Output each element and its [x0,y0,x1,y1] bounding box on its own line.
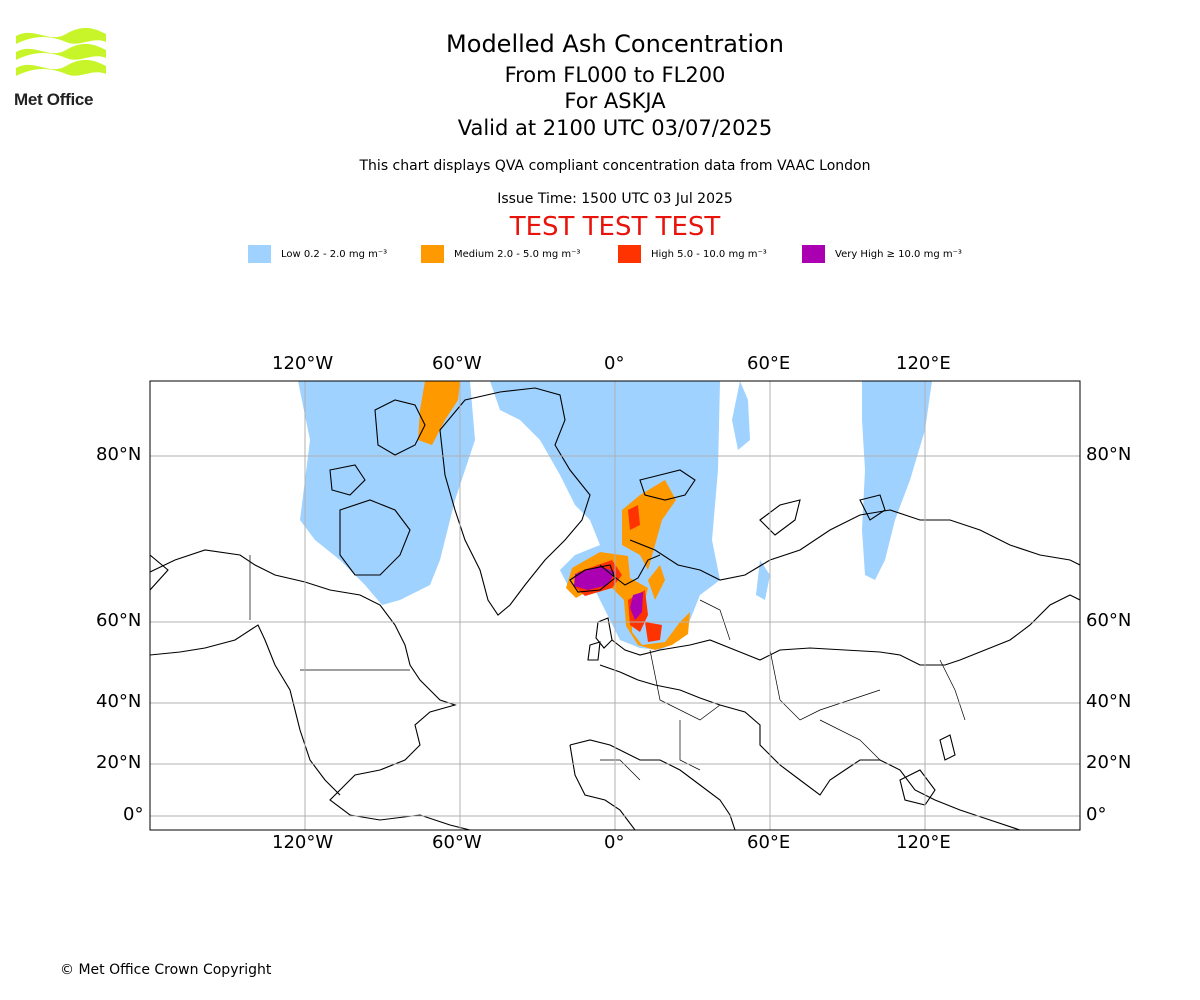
lat-tick-left: 40°N [96,691,142,712]
legend-swatch-high [618,245,641,263]
met-office-logo-text: Met Office [14,90,94,109]
valid-time: Valid at 2100 UTC 03/07/2025 [457,116,773,140]
lon-tick-bottom: 60°E [747,832,791,853]
lat-tick-right: 60°N [1086,610,1132,631]
lat-tick-left: 80°N [96,444,142,465]
lon-tick-bottom: 120°E [896,832,951,853]
lon-tick-bottom: 0° [604,832,625,853]
lon-tick-bottom: 120°W [272,832,334,853]
ash-very-high-region [574,566,643,620]
legend-swatch-medium [421,245,444,263]
map-frame [149,380,1081,831]
graticule [150,381,1080,830]
legend-label: Low 0.2 - 2.0 mg m⁻³ [281,248,388,260]
map-layers [150,381,1080,830]
legend-item-very-high: Very High ≥ 10.0 mg m⁻³ [802,244,962,264]
legend-item-low: Low 0.2 - 2.0 mg m⁻³ [248,244,387,264]
lon-tick-top: 0° [604,353,625,374]
lon-tick-top: 60°W [432,353,482,374]
lat-tick-right: 40°N [1086,691,1132,712]
legend-swatch-low [248,245,271,263]
lat-tick-right: 80°N [1086,444,1132,465]
coastlines [150,387,1080,830]
legend-label: Very High ≥ 10.0 mg m⁻³ [835,248,962,260]
borders [249,555,966,781]
lon-tick-top: 120°E [896,353,951,374]
lon-tick-top: 120°W [272,353,334,374]
volcano-name: For ASKJA [564,89,666,113]
met-office-logo-icon [16,28,106,76]
flight-levels: From FL000 to FL200 [504,63,726,87]
issue-time: Issue Time: 1500 UTC 03 Jul 2025 [497,191,733,207]
copyright-notice: © Met Office Crown Copyright [60,962,272,978]
lon-tick-top: 60°E [747,353,791,374]
legend-item-high: High 5.0 - 10.0 mg m⁻³ [618,244,767,264]
legend-label: High 5.0 - 10.0 mg m⁻³ [651,248,767,260]
legend-swatch-very-high [802,245,825,263]
lat-tick-right: 20°N [1086,752,1132,773]
compliance-note: This chart displays QVA compliant concen… [359,158,871,174]
test-banner: TEST TEST TEST [509,212,721,242]
lat-tick-left: 20°N [96,752,142,773]
legend-item-medium: Medium 2.0 - 5.0 mg m⁻³ [421,244,580,264]
lat-tick-right: 0° [1086,804,1107,825]
lon-tick-bottom: 60°W [432,832,482,853]
legend-label: Medium 2.0 - 5.0 mg m⁻³ [454,248,581,260]
lat-tick-left: 60°N [96,610,142,631]
chart-title: Modelled Ash Concentration [446,30,784,58]
lat-tick-left: 0° [123,804,144,825]
